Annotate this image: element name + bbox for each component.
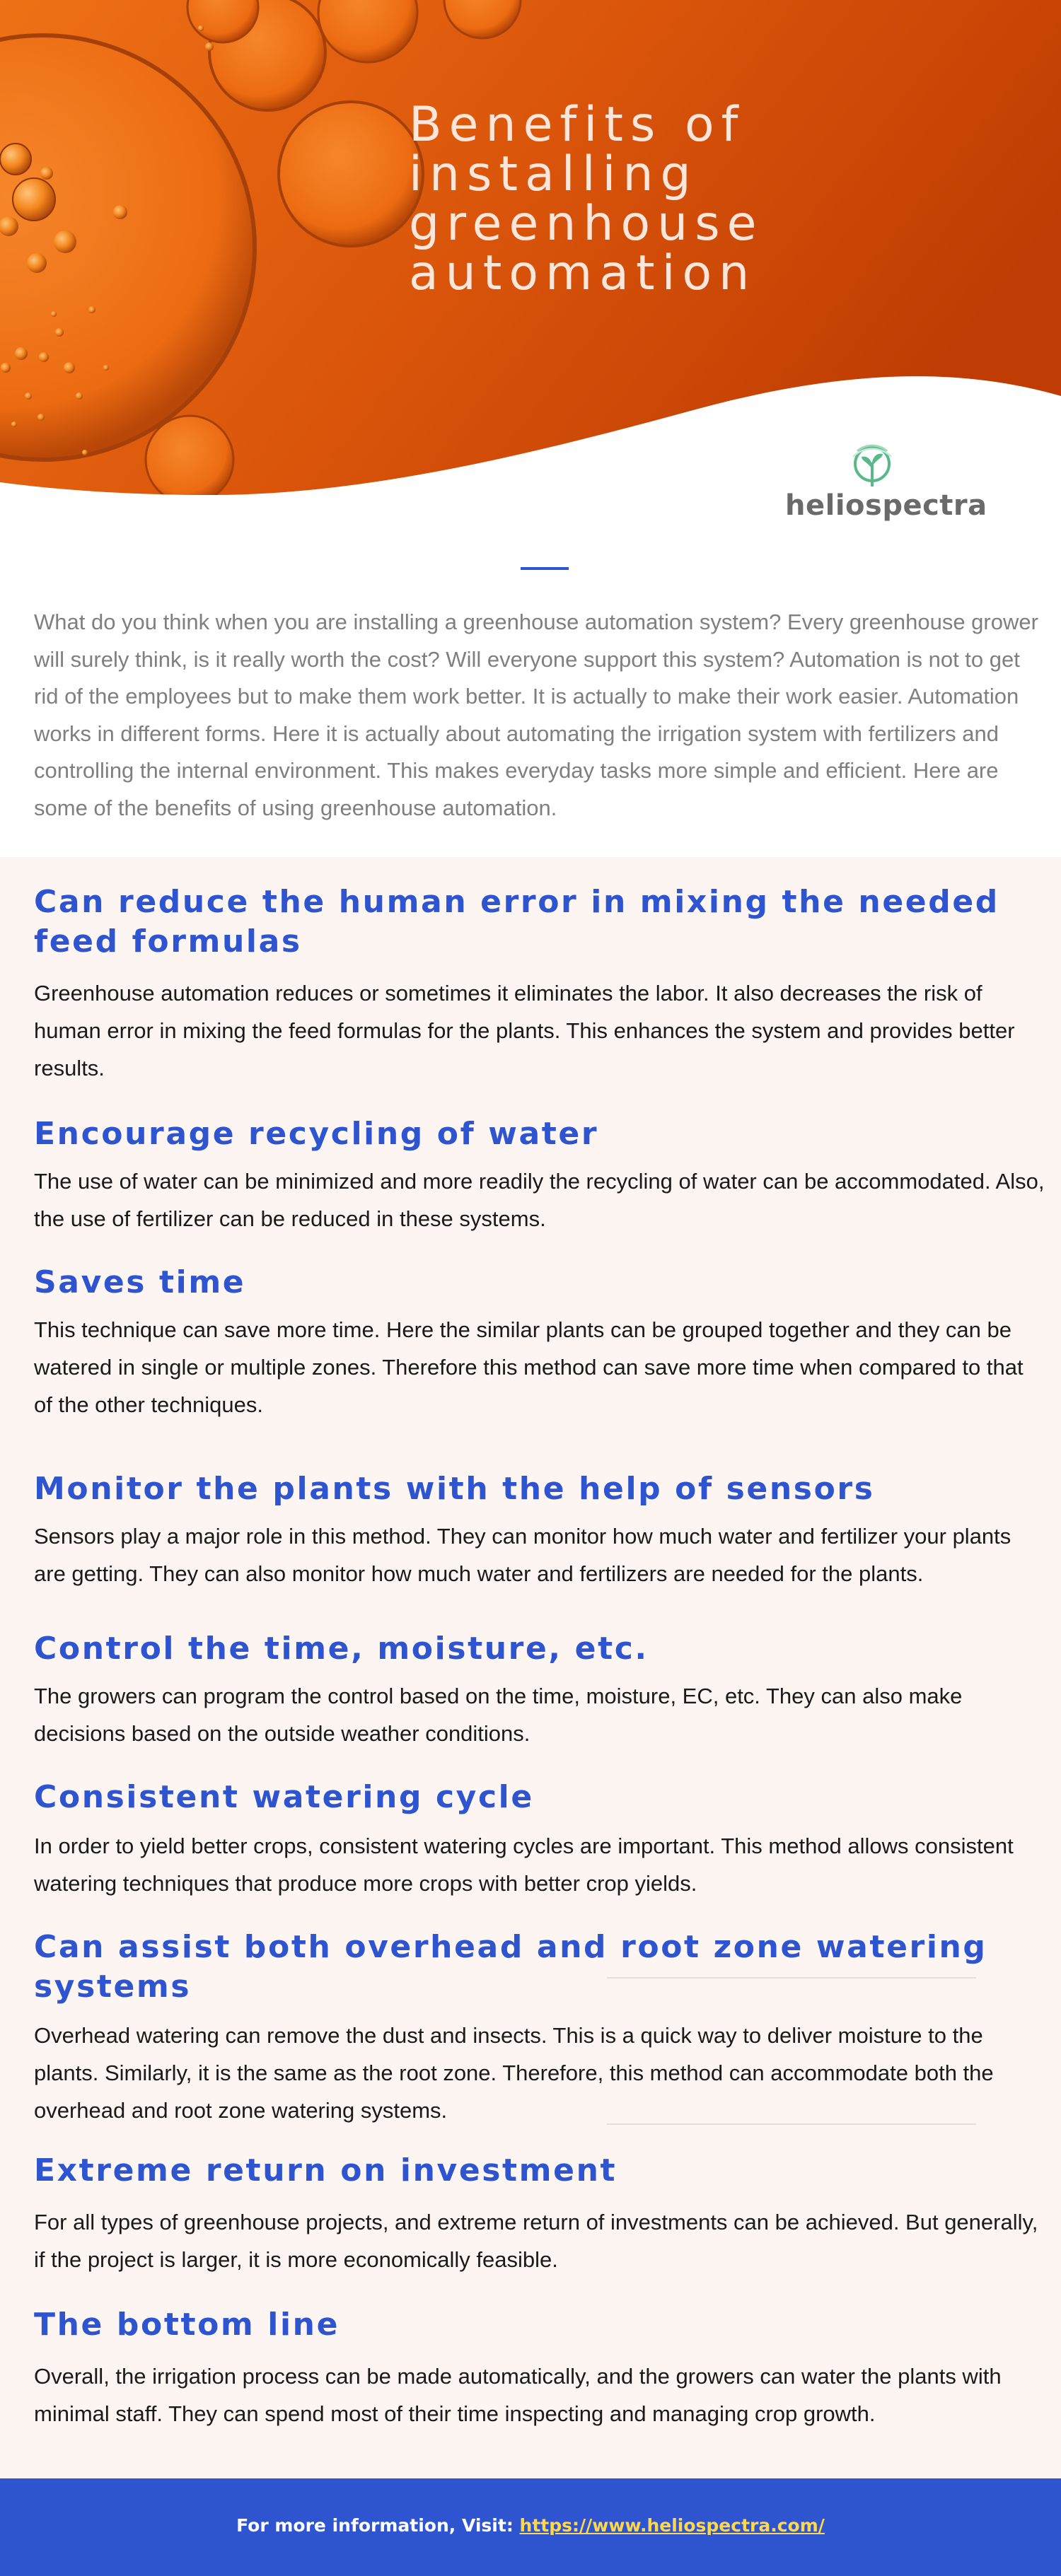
title-line: automation bbox=[409, 245, 757, 301]
section-heading: Control the time, moisture, etc. bbox=[34, 1631, 649, 1667]
footer-text: For more information, Visit: https://www… bbox=[0, 2515, 1061, 2536]
section-heading: Can reduce the human error in mixing the… bbox=[34, 884, 999, 960]
section-body: In order to yield better crops, consiste… bbox=[34, 1834, 1014, 1896]
brand-name: heliospectra bbox=[785, 489, 987, 522]
intro-paragraph: What do you think when you are installin… bbox=[34, 610, 1038, 820]
accent-divider bbox=[521, 567, 569, 570]
section-body: Sensors play a major role in this method… bbox=[34, 1524, 1011, 1586]
section-heading: The bottom line bbox=[34, 2307, 340, 2343]
intro-section: What do you think when you are installin… bbox=[0, 537, 1061, 857]
section-body: This technique can save more time. Here … bbox=[34, 1317, 1024, 1417]
benefits-list: Can reduce the human error in mixing the… bbox=[0, 857, 1061, 2478]
footer-bar: For more information, Visit: https://www… bbox=[0, 2478, 1061, 2576]
divider-line bbox=[607, 2123, 976, 2125]
page-title: Benefits of installing greenhouse automa… bbox=[409, 100, 1045, 298]
title-line: greenhouse bbox=[409, 196, 764, 252]
section-heading: Saves time bbox=[34, 1264, 246, 1300]
title-line: Benefits of installing bbox=[409, 97, 746, 202]
section-heading: Can assist both overhead and root zone w… bbox=[34, 1929, 987, 2005]
section-body: The growers can program the control base… bbox=[34, 1684, 963, 1746]
website-link[interactable]: https://www.heliospectra.com/ bbox=[519, 2515, 825, 2536]
section-heading: Monitor the plants with the help of sens… bbox=[34, 1471, 875, 1507]
footer-prefix: For more information, Visit: bbox=[236, 2515, 520, 2536]
hero-banner: Benefits of installing greenhouse automa… bbox=[0, 0, 1061, 537]
section-body: Greenhouse automation reduces or sometim… bbox=[34, 981, 1015, 1080]
section-body: The use of water can be minimized and mo… bbox=[34, 1169, 1045, 1231]
sprout-logo-icon bbox=[852, 444, 892, 486]
divider-line bbox=[607, 1977, 976, 1978]
orange-bubbles-image bbox=[0, 0, 1061, 495]
section-body: For all types of greenhouse projects, an… bbox=[34, 2210, 1038, 2272]
section-body: Overhead watering can remove the dust an… bbox=[34, 2023, 994, 2123]
section-body: Overall, the irrigation process can be m… bbox=[34, 2364, 1002, 2426]
section-heading: Consistent watering cycle bbox=[34, 1779, 534, 1815]
section-heading: Extreme return on investment bbox=[34, 2152, 618, 2189]
brand-logo: heliospectra bbox=[784, 436, 987, 522]
section-heading: Encourage recycling of water bbox=[34, 1116, 599, 1152]
